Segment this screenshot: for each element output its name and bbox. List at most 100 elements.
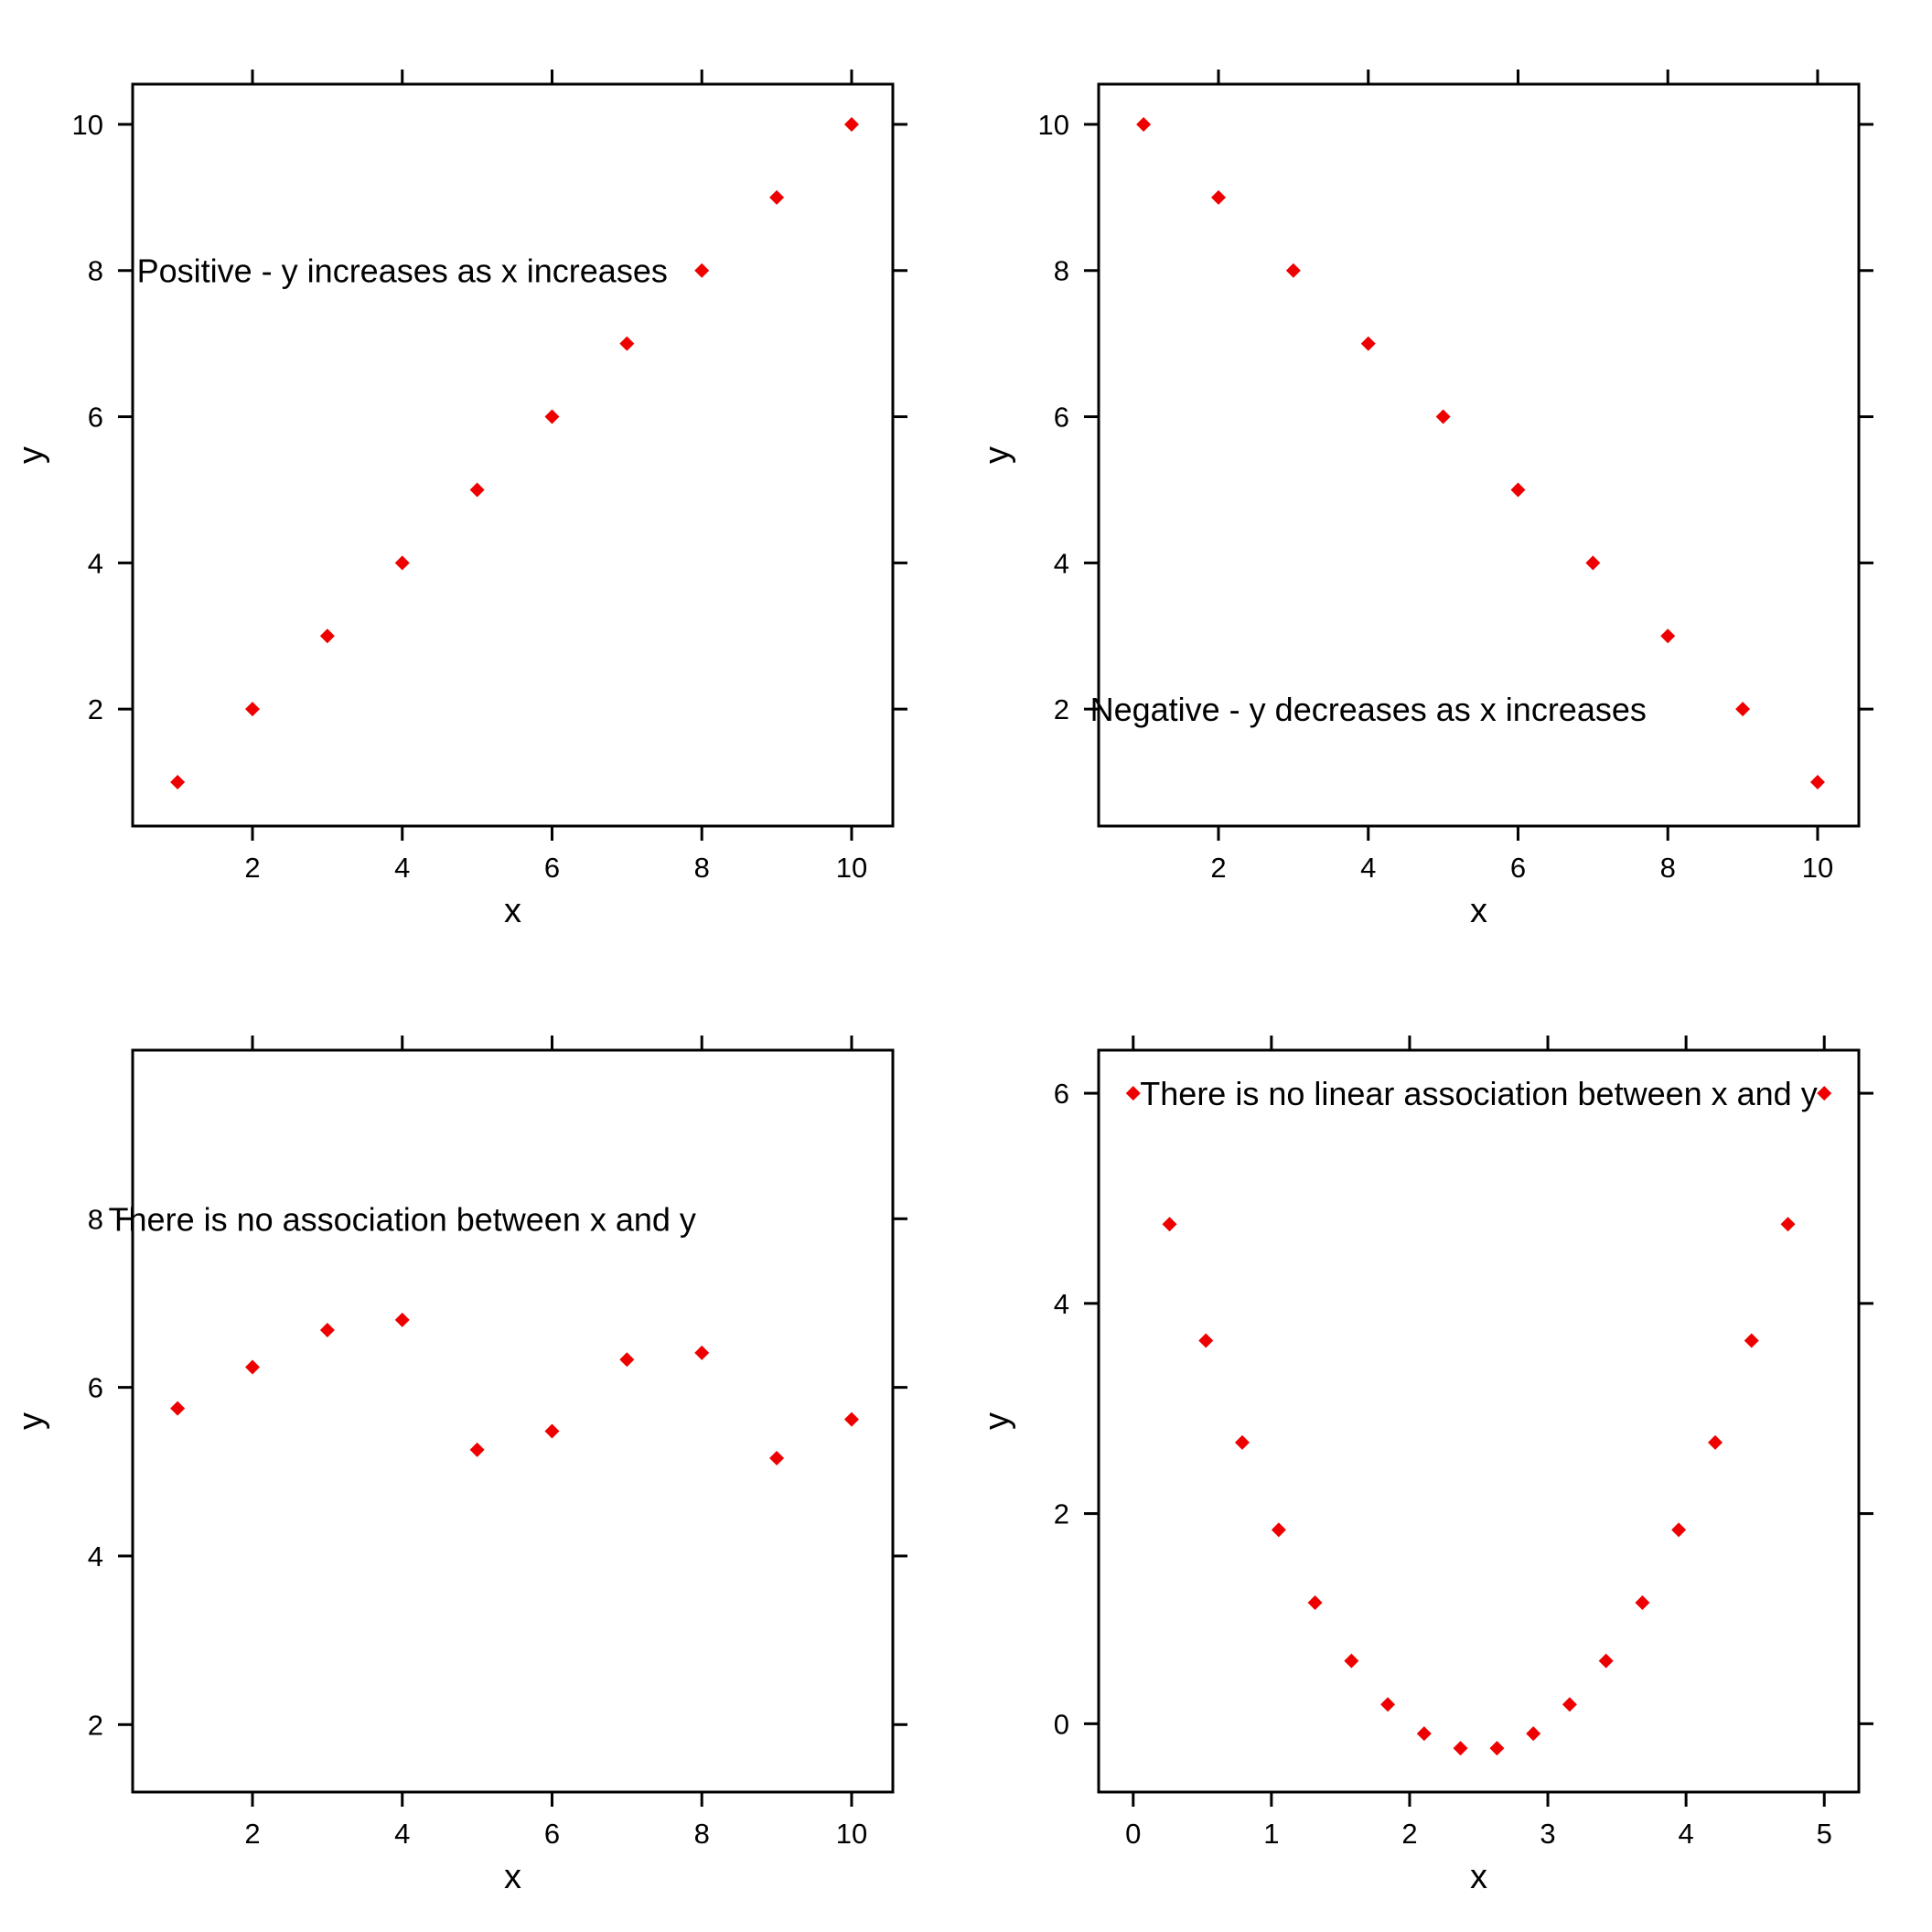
y-tick-label: 2 <box>88 1709 103 1741</box>
data-point <box>1585 555 1601 571</box>
data-point <box>244 1359 260 1375</box>
data-point <box>319 628 335 644</box>
data-point <box>1344 1653 1359 1669</box>
data-point <box>1598 1653 1614 1669</box>
x-tick-label: 8 <box>694 1818 710 1850</box>
x-tick-label: 2 <box>1210 852 1226 884</box>
data-point <box>1125 1086 1141 1101</box>
plot-box <box>1097 1048 1861 1794</box>
x-tick-label: 5 <box>1817 1818 1832 1850</box>
annotation-text: Positive - y increases as x increases <box>137 252 668 290</box>
x-tick-label: 10 <box>836 1818 867 1850</box>
x-tick-label: 0 <box>1125 1818 1141 1850</box>
data-point <box>694 263 710 278</box>
data-point <box>544 1423 560 1439</box>
data-point <box>1489 1741 1505 1756</box>
scatter-plot: 0 1 2 3 4 5 0 2 4 6 x y There is no linear associati… <box>978 1036 1873 1896</box>
data-point <box>244 702 260 717</box>
x-tick-label: 10 <box>1802 852 1833 884</box>
panel-positive-association: 2 4 6 8 10 2 4 6 8 10 x y Positive - y increases as … <box>0 0 966 966</box>
data-point <box>1234 1434 1250 1450</box>
data-point <box>843 116 859 132</box>
y-tick-label: 0 <box>1054 1708 1069 1740</box>
scatter-plot: 2 4 6 8 10 2 4 6 8 10 x y Negative - y decreases as … <box>978 70 1873 930</box>
data-point <box>619 336 635 351</box>
data-point <box>1809 775 1825 790</box>
data-point <box>1271 1522 1286 1538</box>
data-point <box>1708 1434 1723 1450</box>
x-tick-label: 8 <box>1660 852 1676 884</box>
data-point <box>170 775 186 790</box>
data-point <box>1735 702 1751 717</box>
y-tick-label: 8 <box>88 1203 103 1235</box>
y-tick-label: 2 <box>88 693 103 725</box>
data-point <box>394 555 410 571</box>
data-point <box>170 1401 186 1416</box>
x-axis-title: x <box>504 1858 521 1896</box>
x-tick-label: 1 <box>1263 1818 1279 1850</box>
data-point <box>1380 1697 1396 1712</box>
data-point <box>1285 263 1301 278</box>
y-axis-title: y <box>12 1412 50 1430</box>
panel-nonlinear-association: 0 1 2 3 4 5 0 2 4 6 x y There is no linear associati… <box>966 966 1932 1932</box>
x-tick-label: 10 <box>836 852 867 884</box>
annotation-text: There is no linear association between x… <box>1140 1075 1817 1112</box>
scatter-plot: 2 4 6 8 10 2 4 6 8 x y There is no association betw… <box>12 1036 907 1896</box>
data-point <box>1307 1594 1323 1610</box>
x-tick-label: 4 <box>394 852 410 884</box>
annotation-text: Negative - y decreases as x increases <box>1090 691 1647 728</box>
y-tick-label: 8 <box>88 255 103 287</box>
x-tick-label: 3 <box>1540 1818 1555 1850</box>
y-tick-label: 8 <box>1054 255 1069 287</box>
data-point <box>1562 1697 1577 1712</box>
data-point <box>1817 1086 1832 1101</box>
data-point <box>1744 1333 1759 1348</box>
data-point <box>769 189 785 205</box>
data-point <box>469 1442 485 1457</box>
y-tick-label: 6 <box>1054 1078 1069 1110</box>
x-axis-title: x <box>1470 892 1487 930</box>
data-point <box>1162 1217 1177 1232</box>
data-point <box>843 1411 859 1427</box>
x-tick-label: 2 <box>244 852 260 884</box>
y-tick-label: 6 <box>1054 402 1069 434</box>
data-point <box>1416 1726 1432 1742</box>
x-axis-title: x <box>504 892 521 930</box>
data-point <box>1453 1741 1468 1756</box>
data-point <box>619 1352 635 1368</box>
y-axis-title: y <box>12 446 50 464</box>
data-point <box>1198 1333 1214 1348</box>
y-axis-title: y <box>978 446 1016 464</box>
y-tick-label: 2 <box>1054 693 1069 725</box>
data-point <box>1660 628 1676 644</box>
data-point <box>319 1322 335 1337</box>
x-tick-label: 4 <box>1679 1818 1694 1850</box>
data-point <box>544 409 560 424</box>
x-axis-title: x <box>1470 1858 1487 1896</box>
annotation-text: There is no association between x and y <box>109 1200 696 1238</box>
data-point <box>1510 482 1526 498</box>
y-tick-label: 4 <box>88 1540 103 1572</box>
data-point <box>469 482 485 498</box>
plot-box <box>1097 82 1861 828</box>
x-tick-label: 8 <box>694 852 710 884</box>
data-point <box>694 1345 710 1360</box>
scatter-plot: 2 4 6 8 10 2 4 6 8 10 x y Positive - y increases as … <box>12 70 907 930</box>
data-point <box>1635 1594 1650 1610</box>
panel-negative-association: 2 4 6 8 10 2 4 6 8 10 x y Negative - y decreases as … <box>966 0 1932 966</box>
y-tick-label: 2 <box>1054 1498 1069 1530</box>
x-tick-label: 2 <box>1401 1818 1417 1850</box>
x-tick-label: 4 <box>1360 852 1376 884</box>
data-point <box>1360 336 1376 351</box>
x-tick-label: 6 <box>544 1818 560 1850</box>
x-tick-label: 4 <box>394 1818 410 1850</box>
y-tick-label: 6 <box>88 1372 103 1404</box>
y-axis-title: y <box>978 1412 1016 1430</box>
data-point <box>1780 1217 1796 1232</box>
y-tick-label: 10 <box>72 109 103 141</box>
data-point <box>394 1312 410 1327</box>
data-point <box>1210 189 1226 205</box>
x-tick-label: 6 <box>1510 852 1526 884</box>
data-point <box>1435 409 1451 424</box>
